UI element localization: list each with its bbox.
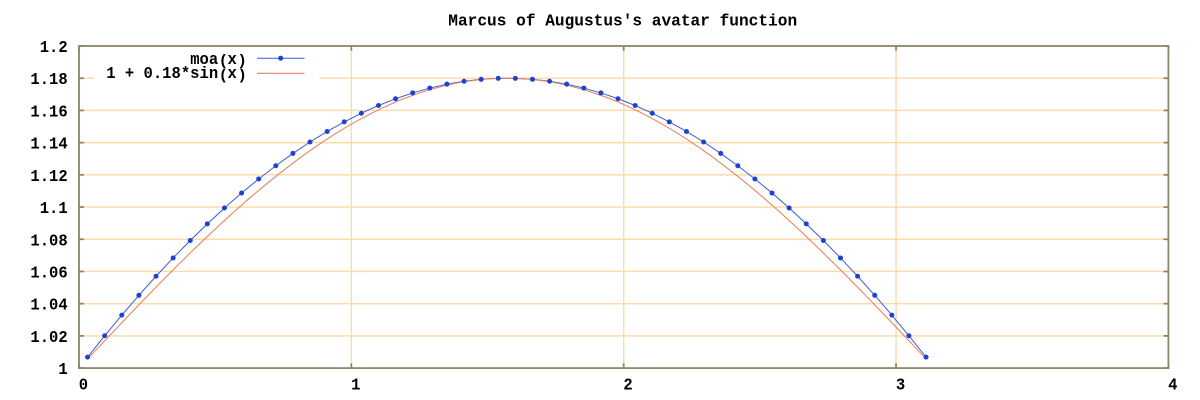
svg-text:1: 1 — [351, 376, 360, 395]
svg-text:3: 3 — [896, 376, 905, 395]
svg-text:1.02: 1.02 — [30, 329, 67, 348]
svg-text:1.06: 1.06 — [30, 265, 67, 284]
svg-text:1.04: 1.04 — [30, 297, 67, 316]
svg-text:1.08: 1.08 — [30, 232, 67, 251]
svg-text:x: x — [228, 65, 237, 84]
svg-text:1.16: 1.16 — [30, 103, 67, 122]
svg-text:1.1: 1.1 — [40, 200, 68, 219]
svg-text:1 + 0.18*sin: 1 + 0.18*sin — [106, 65, 218, 84]
svg-text:1.2: 1.2 — [40, 39, 68, 58]
svg-text:Marcus of Augustus's avatar fu: Marcus of Augustus's avatar function — [448, 12, 797, 31]
svg-text:4: 4 — [1168, 376, 1177, 395]
svg-text:1: 1 — [58, 361, 67, 380]
svg-text:0: 0 — [79, 376, 88, 395]
svg-text:1.18: 1.18 — [30, 71, 67, 90]
svg-text:(: ( — [219, 54, 228, 70]
svg-text:(: ( — [219, 68, 228, 84]
svg-text:moa: moa — [190, 51, 218, 70]
svg-text:1.14: 1.14 — [30, 136, 67, 155]
svg-text:): ) — [238, 54, 247, 70]
svg-text:2: 2 — [623, 376, 632, 395]
svg-text:): ) — [238, 68, 247, 84]
svg-text:1.12: 1.12 — [30, 168, 67, 187]
svg-text:x: x — [228, 51, 237, 70]
